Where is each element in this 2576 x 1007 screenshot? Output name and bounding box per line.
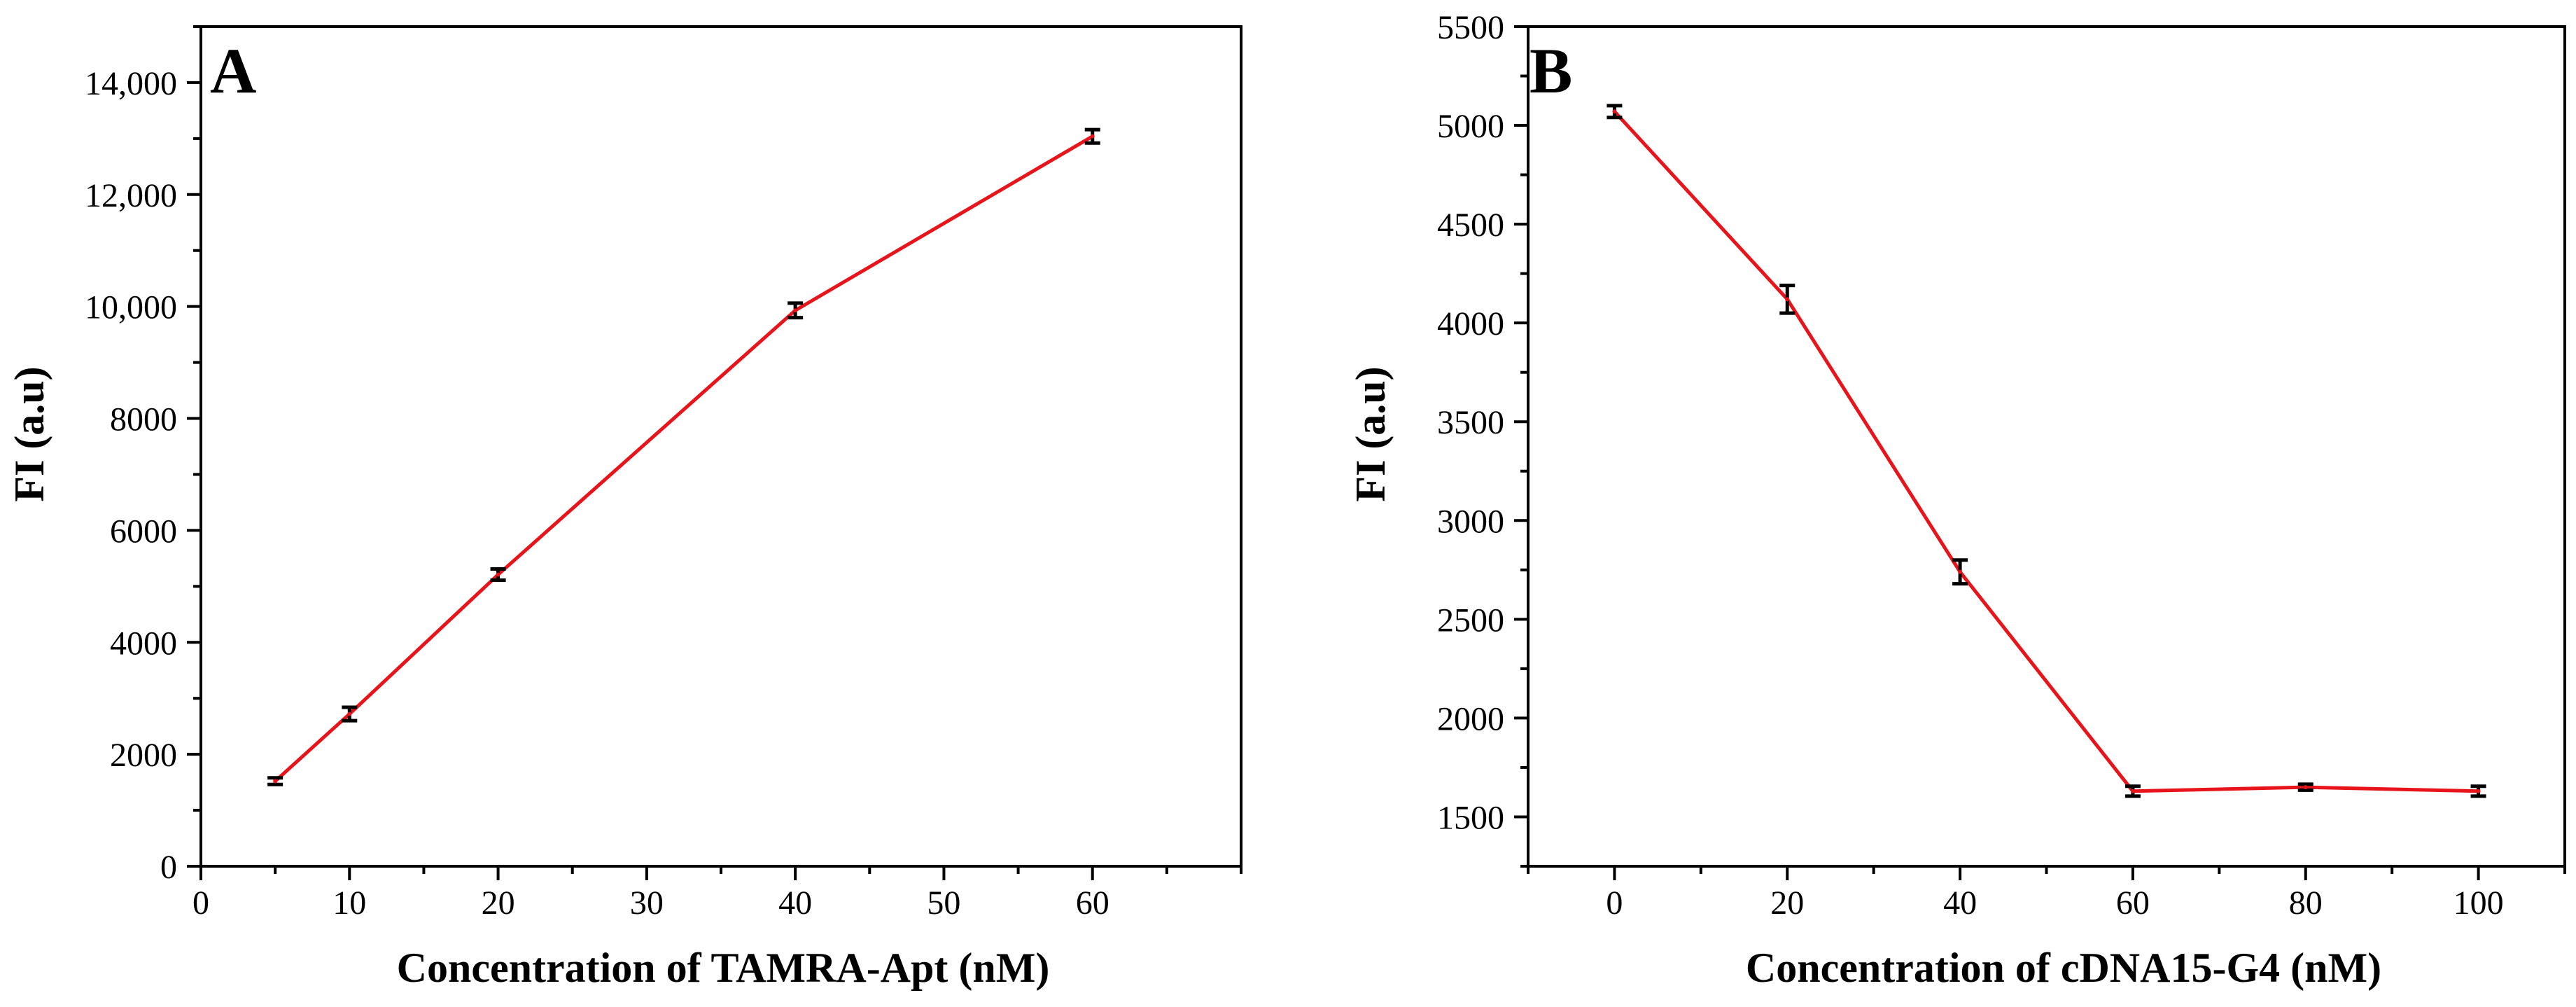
- panel-a-data-point: [273, 779, 278, 784]
- panel-a-x-tick-label: 40: [778, 884, 812, 922]
- panel-a-series-line: [274, 134, 1093, 783]
- panel-a-y-tick-label: 6000: [110, 513, 177, 550]
- panel-a-y-tick-label: 2000: [110, 737, 177, 774]
- panel-a-x-tick-label: 30: [630, 884, 664, 922]
- panel-a-y-tick-label: 4000: [110, 625, 177, 662]
- panel-b-data-point: [2476, 789, 2481, 793]
- panel-a-plot-frame: [200, 25, 1242, 868]
- panel-b-plot-frame: [1527, 25, 2566, 868]
- panel-b-x-tick-label: 60: [2116, 884, 2150, 922]
- panel-a-x-tick-label: 10: [332, 884, 366, 922]
- panel-b-y-tick-label: 5500: [1437, 9, 1504, 46]
- panel-a-data-point: [347, 711, 352, 716]
- panel-a-y-tick-label: 0: [160, 849, 177, 886]
- panel-a-data-point: [1090, 134, 1095, 139]
- panel-b-x-tick-label: 0: [1606, 884, 1623, 922]
- panel-b-data-point: [2130, 789, 2135, 793]
- panel-b-data-point: [2303, 785, 2308, 790]
- panel-b-x-axis-label: Concentration of cDNA15-G4 (nM): [1746, 945, 2381, 991]
- panel-a-y-tick-label: 12,000: [85, 177, 177, 214]
- panel-b-y-axis-label: FI (a.u): [1348, 366, 1394, 501]
- panel-b-data-point: [1612, 109, 1617, 114]
- panel-b-data-point: [1785, 297, 1790, 302]
- panel-b-y-tick-label: 2000: [1437, 700, 1504, 737]
- panel-a-data-point: [496, 572, 500, 577]
- panel-a-x-tick-label: 60: [1076, 884, 1110, 922]
- panel-a-x-tick-label: 50: [927, 884, 960, 922]
- panel-b-y-tick-label: 2500: [1437, 602, 1504, 639]
- panel-a-y-axis-label: FI (a.u): [6, 366, 52, 501]
- panel-b-y-tick-label: 5000: [1437, 108, 1504, 145]
- panel-b-data-point: [1958, 569, 1963, 574]
- chart-panel-b: B Concentration of cDNA15-G4 (nM) FI (a.…: [1348, 9, 2566, 991]
- panel-a-y-tick-label: 10,000: [85, 289, 177, 326]
- panel-a-y-tick-label: 14,000: [85, 65, 177, 102]
- panel-b-series-line: [1613, 110, 2479, 793]
- panel-b-y-tick-label: 3000: [1437, 503, 1504, 540]
- panel-a-letter: A: [210, 35, 256, 106]
- chart-panel-a: A Concentration of TAMRA-Apt (nM) FI (a.…: [6, 25, 1242, 991]
- panel-b-x-tick-label: 20: [1770, 884, 1804, 922]
- panel-b-y-tick-label: 3500: [1437, 404, 1504, 441]
- panel-b-y-tick-label: 4500: [1437, 207, 1504, 244]
- panel-b-letter: B: [1530, 35, 1572, 106]
- panel-a-x-tick-label: 20: [482, 884, 515, 922]
- panel-a-x-tick-label: 0: [192, 884, 209, 922]
- panel-b-y-tick-label: 4000: [1437, 305, 1504, 342]
- panel-b-x-tick-label: 80: [2289, 884, 2323, 922]
- panel-a-y-tick-label: 8000: [110, 401, 177, 438]
- panel-a-x-axis-label: Concentration of TAMRA-Apt (nM): [397, 945, 1050, 991]
- panel-b-x-tick-label: 100: [2454, 884, 2504, 922]
- panel-b-x-tick-label: 40: [1943, 884, 1977, 922]
- panel-b-y-tick-label: 1500: [1437, 799, 1504, 836]
- panel-a-data-point: [793, 308, 798, 313]
